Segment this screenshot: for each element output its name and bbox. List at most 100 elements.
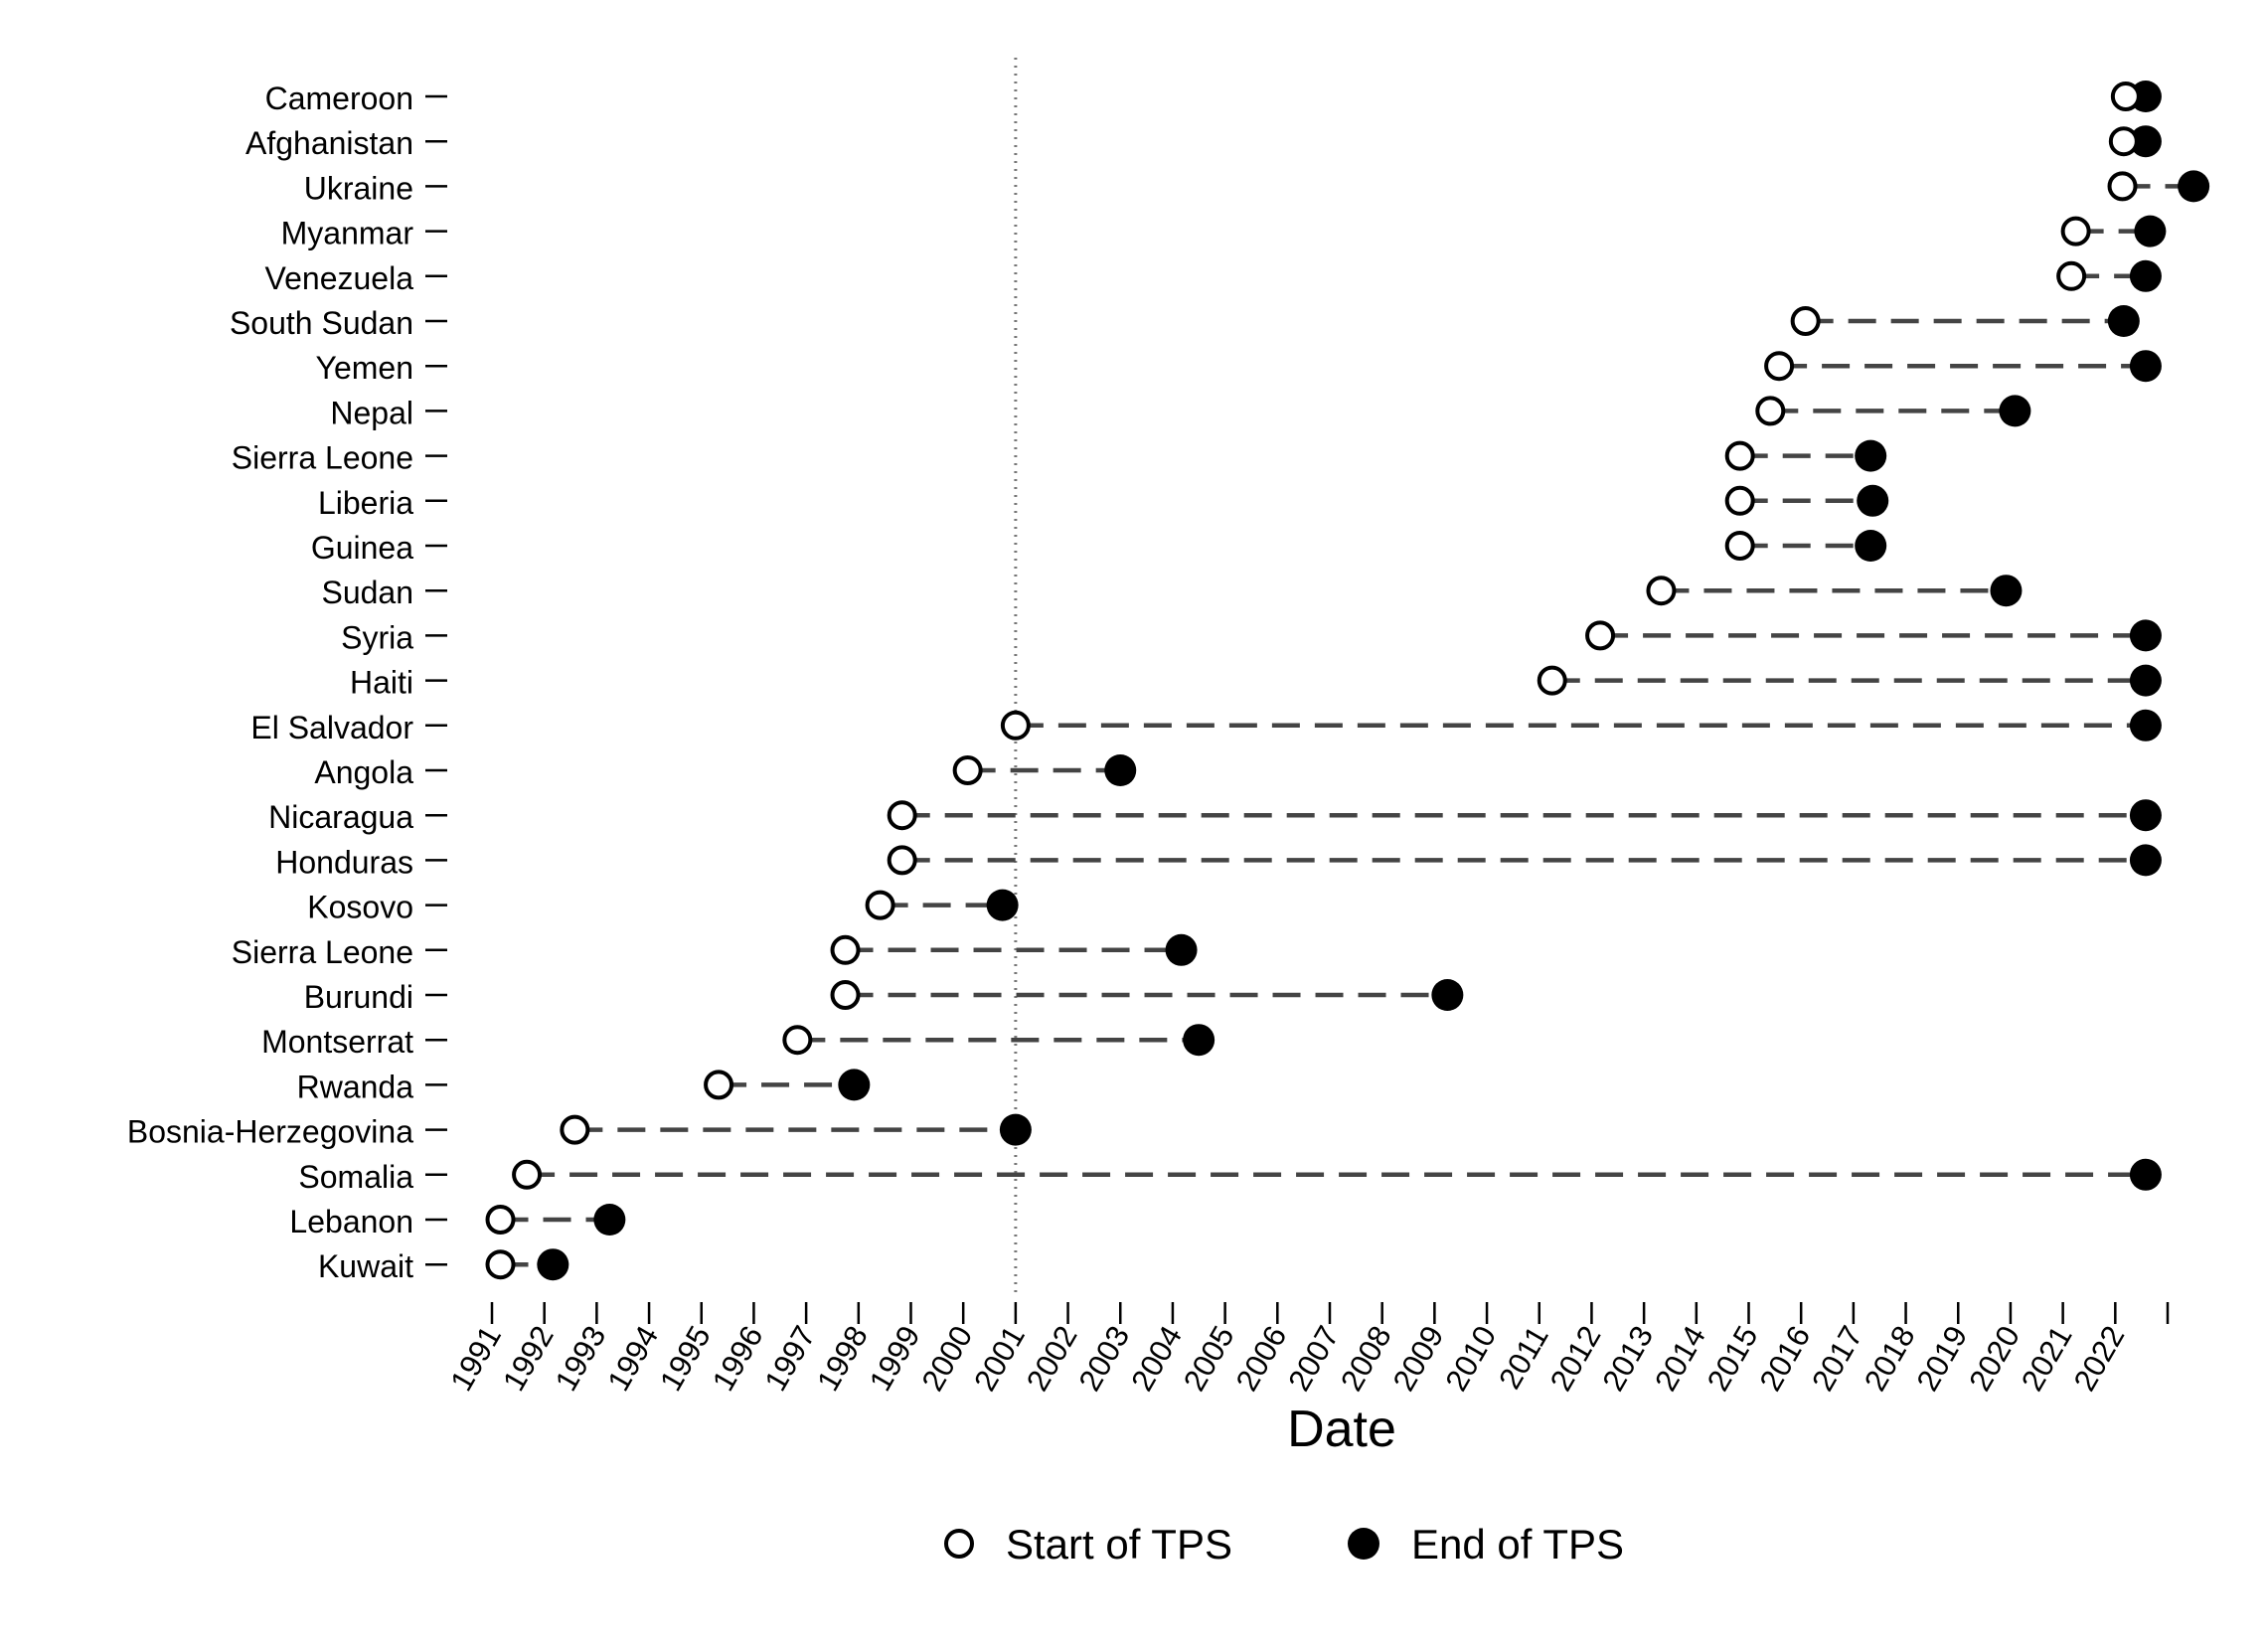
- tps-range-row: [1764, 350, 2162, 383]
- legend-end-label: End of TPS: [1411, 1521, 1624, 1568]
- start-of-tps-point: [1537, 665, 1567, 696]
- end-of-tps-point: [537, 1248, 569, 1281]
- tps-range-row: [2108, 125, 2162, 158]
- x-tick-label: 2010: [1438, 1320, 1503, 1397]
- start-of-tps-point: [865, 890, 895, 920]
- legend: Start of TPS End of TPS: [944, 1521, 1624, 1568]
- tps-range-row: [1724, 484, 1889, 517]
- legend-end-marker: [1348, 1528, 1379, 1560]
- x-tick-label: 2000: [914, 1320, 979, 1397]
- x-tick-label: 2003: [1072, 1320, 1137, 1397]
- start-of-tps-point: [2110, 82, 2141, 111]
- start-of-tps-point: [2107, 171, 2138, 202]
- x-axis-title: Date: [1287, 1401, 1396, 1458]
- y-tick-label: Ukraine: [304, 170, 413, 206]
- end-of-tps-point: [1183, 1024, 1215, 1057]
- x-tick-label: 1993: [549, 1320, 613, 1397]
- tps-range-row: [1790, 305, 2140, 337]
- end-of-tps-point: [2129, 350, 2162, 383]
- x-tick-label: 2004: [1124, 1320, 1189, 1397]
- y-axis: Cameroon Afghanistan Ukraine Myanmar Venezue…: [127, 81, 447, 1284]
- tps-range-row: [830, 979, 1464, 1011]
- legend-start-marker: [944, 1529, 974, 1559]
- end-of-tps-point: [2129, 125, 2162, 158]
- y-tick-label: El Salvador: [250, 710, 413, 745]
- x-axis: 1991199219931994199519961997199819992000…: [443, 1302, 2170, 1397]
- y-tick-label: Syria: [341, 619, 413, 655]
- start-of-tps-point: [704, 1070, 734, 1100]
- end-of-tps-point: [1165, 933, 1198, 966]
- x-tick-label: 1998: [810, 1320, 875, 1397]
- y-tick-label: Nicaragua: [268, 799, 413, 835]
- tps-range-row: [512, 1158, 2162, 1191]
- tps-range-row: [485, 1204, 626, 1236]
- y-tick-label: Nepal: [330, 395, 413, 430]
- legend-item-start: Start of TPS: [944, 1521, 1232, 1568]
- y-tick-label: Afghanistan: [245, 125, 413, 161]
- legend-start-label: Start of TPS: [1006, 1521, 1232, 1568]
- end-of-tps-point: [2129, 619, 2162, 652]
- x-tick-label: 2005: [1177, 1320, 1241, 1397]
- x-tick-label: 2007: [1281, 1320, 1346, 1397]
- end-of-tps-point: [1431, 979, 1464, 1011]
- x-tick-label: 2006: [1229, 1320, 1294, 1397]
- x-tick-label: 2009: [1386, 1320, 1451, 1397]
- legend-item-end: End of TPS: [1348, 1521, 1624, 1568]
- y-tick-label: Liberia: [318, 485, 413, 521]
- tps-range-row: [1585, 619, 2162, 652]
- start-of-tps-point: [887, 845, 917, 876]
- tps-range-row: [887, 799, 2162, 832]
- tps-range-row: [2107, 170, 2210, 203]
- end-of-tps-point: [1104, 754, 1137, 786]
- end-of-tps-point: [986, 889, 1019, 921]
- y-tick-label: Kosovo: [307, 890, 413, 925]
- y-tick-label: Angola: [314, 754, 413, 790]
- tps-range-row: [1724, 530, 1887, 562]
- x-tick-label: 2015: [1701, 1320, 1765, 1397]
- tps-range-row: [865, 889, 1019, 921]
- end-of-tps-point: [2129, 844, 2162, 877]
- x-tick-label: 2001: [967, 1320, 1032, 1397]
- end-of-tps-point: [1857, 484, 1889, 517]
- end-of-tps-point: [2129, 799, 2162, 832]
- start-of-tps-point: [1724, 531, 1755, 561]
- y-tick-label: Cameroon: [265, 81, 413, 116]
- end-of-tps-point: [2129, 259, 2162, 292]
- x-tick-label: 1999: [863, 1320, 927, 1397]
- end-of-tps-point: [1855, 439, 1887, 472]
- start-of-tps-point: [887, 800, 917, 831]
- x-tick-label: 2012: [1543, 1320, 1608, 1397]
- tps-range-row: [485, 1248, 569, 1281]
- end-of-tps-point: [1855, 530, 1887, 562]
- y-tick-label: Bosnia-Herzegovina: [127, 1114, 413, 1150]
- tps-ranges: [485, 81, 2210, 1281]
- y-tick-label: Sudan: [321, 575, 413, 610]
- start-of-tps-point: [830, 934, 861, 965]
- start-of-tps-point: [1755, 396, 1786, 426]
- start-of-tps-point: [1764, 351, 1795, 382]
- tps-range-row: [704, 1069, 871, 1101]
- y-tick-label: Haiti: [350, 665, 413, 701]
- start-of-tps-point: [485, 1249, 516, 1280]
- start-of-tps-point: [952, 755, 983, 785]
- start-of-tps-point: [1724, 485, 1755, 516]
- tps-range-row: [2056, 259, 2162, 292]
- end-of-tps-point: [2107, 305, 2140, 337]
- tps-range-row: [1537, 664, 2162, 697]
- x-tick-label: 1996: [706, 1320, 770, 1397]
- tps-range-row: [1646, 575, 2023, 607]
- end-of-tps-point: [2134, 215, 2167, 248]
- x-tick-label: 1997: [757, 1320, 822, 1397]
- tps-range-row: [2060, 215, 2167, 248]
- y-tick-label: Myanmar: [281, 216, 414, 251]
- end-of-tps-point: [838, 1069, 871, 1101]
- x-tick-label: 2020: [1962, 1320, 2026, 1397]
- tps-range-row: [560, 1113, 1032, 1146]
- tps-range-row: [830, 933, 1198, 966]
- x-tick-label: 2016: [1752, 1320, 1817, 1397]
- tps-range-row: [952, 754, 1137, 786]
- start-of-tps-point: [830, 980, 861, 1010]
- start-of-tps-point: [782, 1025, 813, 1056]
- tps-range-row: [1755, 395, 2031, 427]
- start-of-tps-point: [1000, 710, 1031, 741]
